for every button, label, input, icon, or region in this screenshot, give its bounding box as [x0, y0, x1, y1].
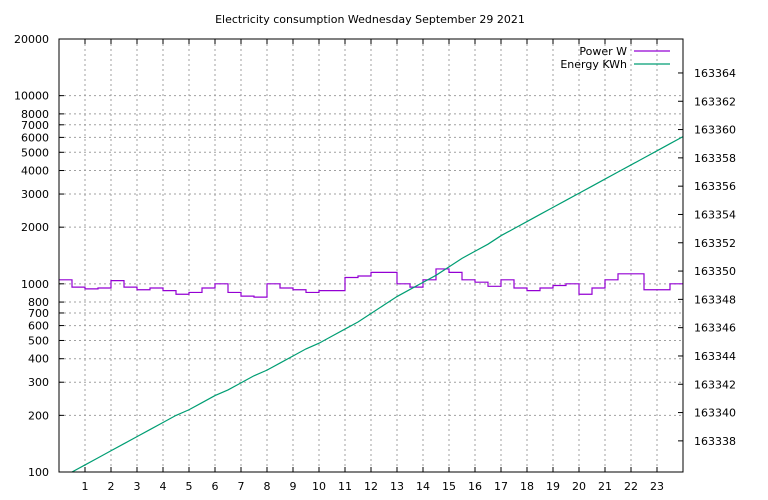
y-left-tick-label: 1000 [21, 278, 49, 291]
y-right-tick-label: 163344 [694, 350, 736, 363]
x-tick-label: 10 [312, 480, 326, 493]
legend-label-power: Power W [579, 45, 627, 58]
x-tick-label: 14 [416, 480, 430, 493]
chart-title: Electricity consumption Wednesday Septem… [215, 13, 525, 26]
y-right-tick-label: 163346 [694, 322, 736, 335]
plot-area [59, 136, 684, 473]
x-tick-label: 17 [494, 480, 508, 493]
x-tick-label: 19 [546, 480, 560, 493]
y-right-tick-label: 163362 [694, 95, 736, 108]
y-right-tick-label: 163340 [694, 407, 736, 420]
x-tick-label: 23 [650, 480, 664, 493]
y-left-tick-label: 4000 [21, 165, 49, 178]
y-left-tick-label: 700 [28, 307, 49, 320]
x-tick-label: 8 [264, 480, 271, 493]
x-tick-label: 18 [520, 480, 534, 493]
y-right-tick-label: 163358 [694, 152, 736, 165]
x-tick-label: 15 [442, 480, 456, 493]
plot-frame [58, 38, 684, 473]
y-right-tick-label: 163356 [694, 180, 736, 193]
y-left-tick-label: 6000 [21, 131, 49, 144]
y-left-tick-label: 3000 [21, 188, 49, 201]
x-tick-label: 21 [598, 480, 612, 493]
y-left-tick-label: 5000 [21, 146, 49, 159]
grid [59, 38, 683, 473]
y-right-tick-label: 163342 [694, 378, 736, 391]
x-tick-label: 3 [134, 480, 141, 493]
x-tick-label: 7 [238, 480, 245, 493]
y-left-tick-label: 500 [28, 334, 49, 347]
power-series-line [59, 268, 683, 298]
x-tick-label: 1 [82, 480, 89, 493]
x-tick-label: 9 [290, 480, 297, 493]
energy-series-line [71, 136, 684, 473]
x-tick-label: 5 [186, 480, 193, 493]
y-left-tick-label: 20000 [14, 33, 49, 46]
x-tick-label: 4 [160, 480, 167, 493]
legend-label-energy: Energy KWh [560, 58, 627, 71]
y-left-tick-label: 2000 [21, 221, 49, 234]
y-right-tick-label: 163350 [694, 265, 736, 278]
y-left-tick-label: 200 [28, 409, 49, 422]
x-tick-label: 2 [108, 480, 115, 493]
y-left-tick-label: 7000 [21, 119, 49, 132]
x-tick-label: 20 [572, 480, 586, 493]
x-tick-label: 6 [212, 480, 219, 493]
y-left-tick-label: 600 [28, 320, 49, 333]
y-left-tick-label: 800 [28, 296, 49, 309]
axes: 1 2 3 4 5 6 7 8 9 10 11 12 13 14 15 16 17 18 19 20 21 22 23100… [14, 33, 736, 493]
x-tick-label: 12 [364, 480, 378, 493]
y-left-tick-label: 10000 [14, 90, 49, 103]
y-left-tick-label: 300 [28, 376, 49, 389]
y-left-tick-label: 100 [28, 466, 49, 479]
y-right-tick-label: 163338 [694, 435, 736, 448]
y-left-tick-label: 400 [28, 353, 49, 366]
y-right-tick-label: 163352 [694, 237, 736, 250]
y-right-tick-label: 163360 [694, 124, 736, 137]
y-right-tick-label: 163354 [694, 208, 736, 221]
x-tick-label: 22 [624, 480, 638, 493]
y-right-tick-label: 163348 [694, 293, 736, 306]
x-tick-label: 16 [468, 480, 482, 493]
x-tick-label: 13 [390, 480, 404, 493]
y-right-tick-label: 163364 [694, 67, 736, 80]
y-left-tick-label: 8000 [21, 108, 49, 121]
x-tick-label: 11 [338, 480, 352, 493]
legend: Power W Energy KWh [560, 45, 670, 71]
